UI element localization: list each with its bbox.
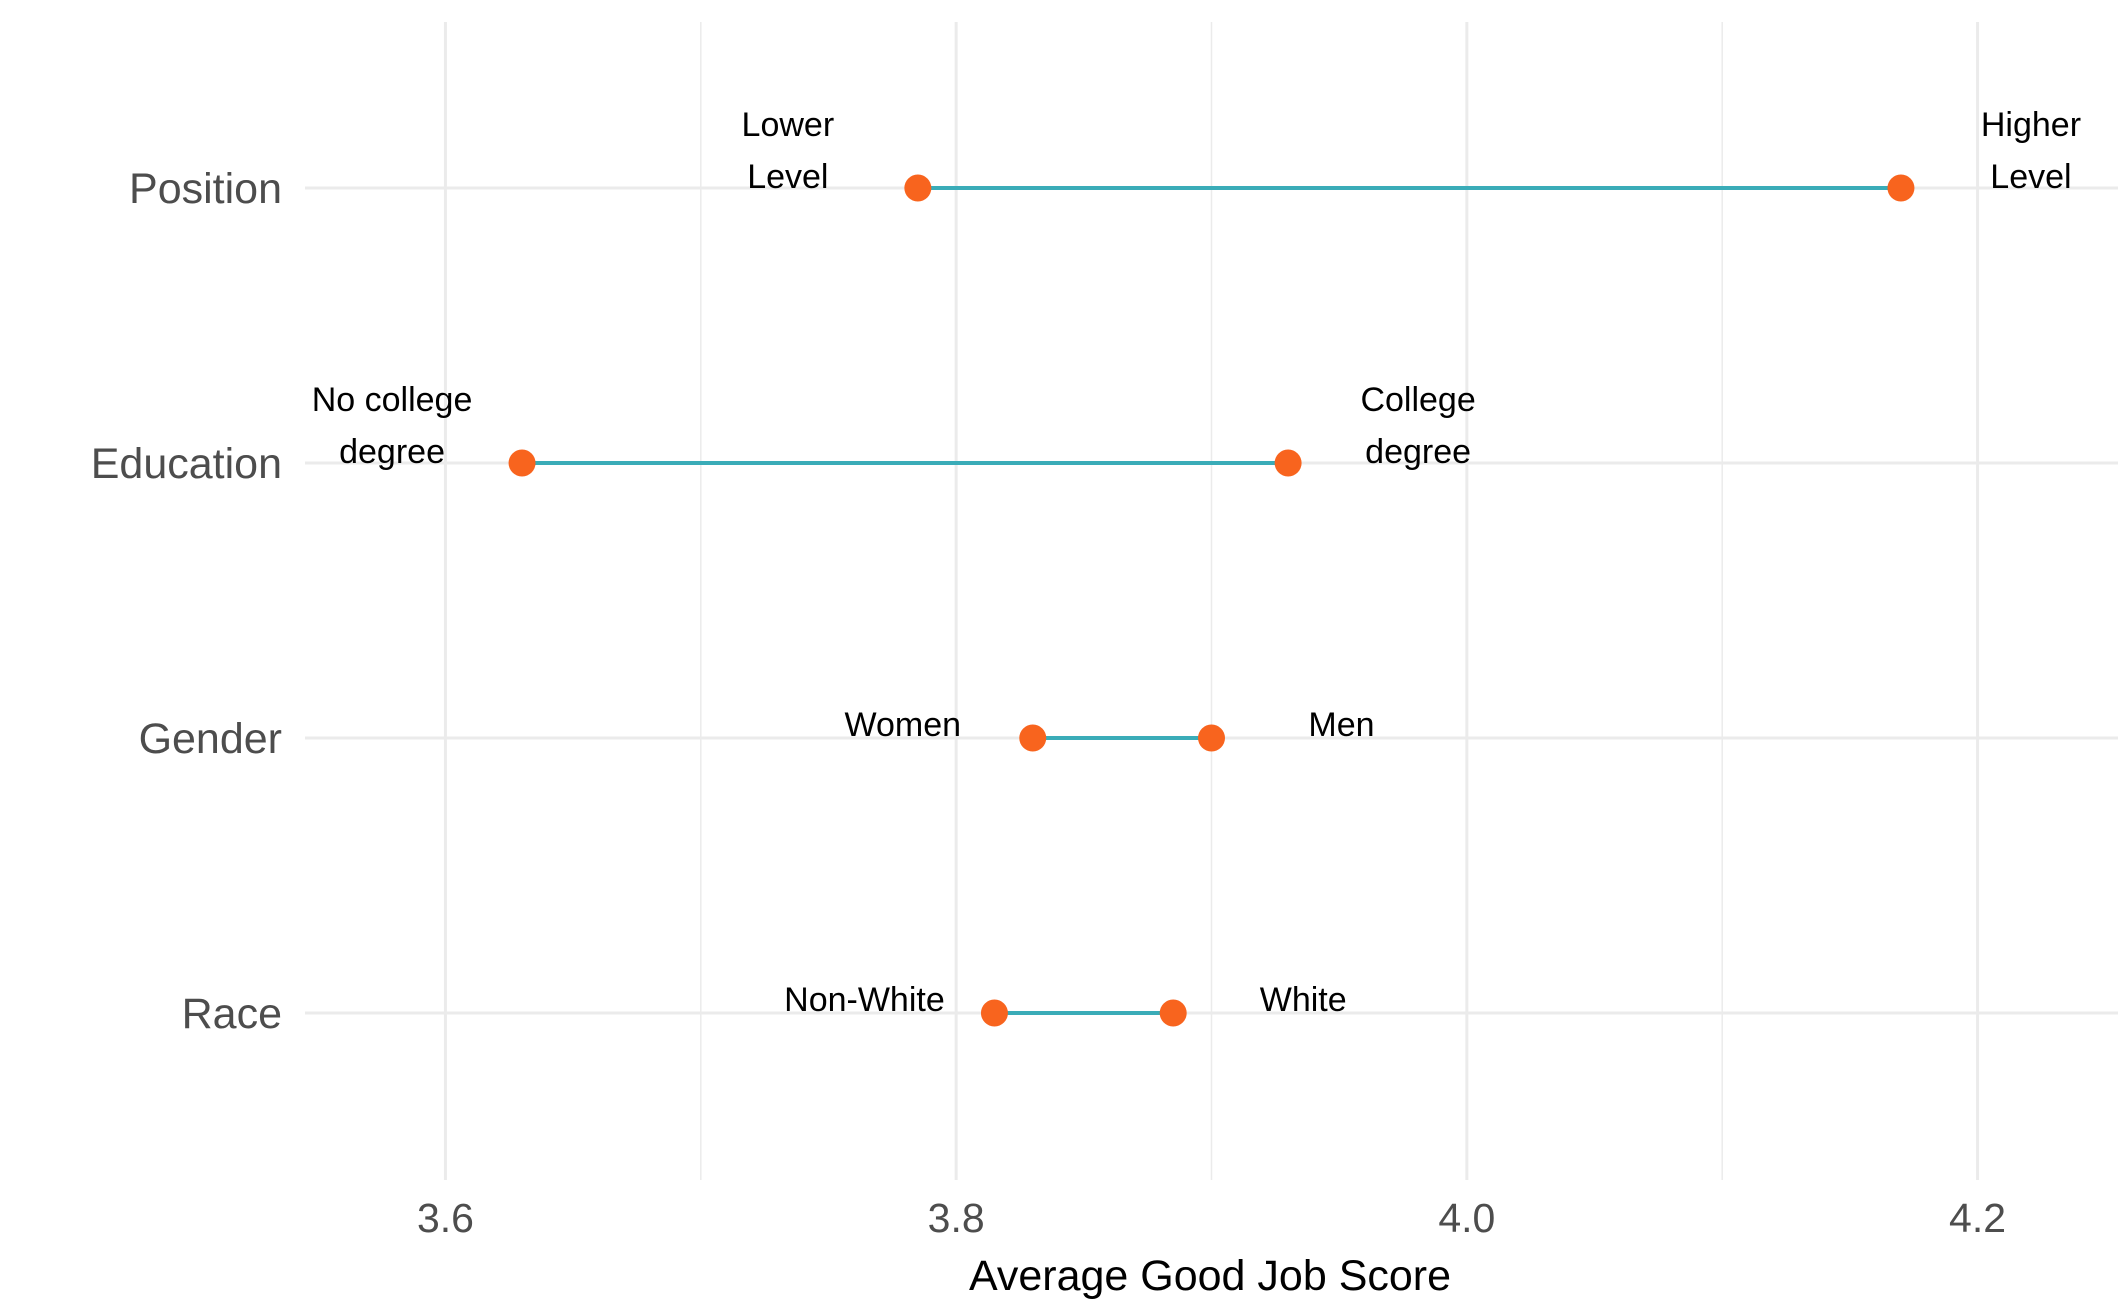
category-label-gender: Gender [139, 715, 282, 763]
annotation-low: Level [747, 158, 828, 196]
x-axis-title: Average Good Job Score [969, 1252, 1451, 1300]
annotation-high: College [1360, 381, 1475, 419]
point-high-education [1274, 449, 1302, 477]
x-tick-label: 3.6 [417, 1195, 474, 1241]
annotation-high: Level [1990, 158, 2071, 196]
annotation-high: degree [1365, 433, 1471, 471]
x-tick-label: 4.2 [1949, 1195, 2006, 1241]
annotation-high: Higher [1981, 106, 2081, 144]
point-high-position [1887, 174, 1915, 202]
annotation-low: No college [312, 381, 473, 419]
point-high-race [1159, 999, 1187, 1027]
point-low-gender [1019, 724, 1047, 752]
point-low-education [508, 449, 536, 477]
x-tick-label: 3.8 [928, 1195, 985, 1241]
point-high-gender [1198, 724, 1225, 752]
x-tick-label: 4.0 [1438, 1195, 1495, 1241]
x-tick-labels: 3.6 3.8 4.0 4.2 [417, 1195, 2006, 1241]
annotation-high: Men [1308, 706, 1374, 744]
point-low-position [904, 174, 932, 202]
point-low-race [980, 999, 1008, 1027]
points [508, 174, 1915, 1027]
annotation-high: White [1260, 981, 1347, 1019]
point-annotations: Lower Level Higher Level No college degree Col… [312, 106, 2081, 1019]
category-labels: Position Education Gender Race [91, 165, 282, 1038]
annotation-low: Non-White [784, 981, 945, 1019]
grid [305, 22, 2118, 1180]
annotation-low: degree [339, 433, 445, 471]
annotation-low: Lower [742, 106, 835, 144]
segments [522, 186, 1901, 1015]
category-label-race: Race [182, 990, 282, 1038]
annotation-low: Women [844, 706, 961, 744]
category-label-education: Education [91, 440, 282, 488]
category-label-position: Position [129, 165, 282, 213]
